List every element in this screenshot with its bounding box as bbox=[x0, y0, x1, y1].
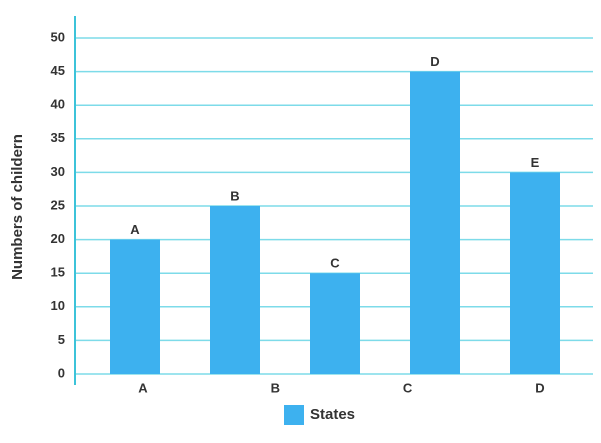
y-tick-label: 10 bbox=[51, 298, 65, 313]
y-tick-label: 20 bbox=[51, 231, 65, 246]
y-tick-label: 30 bbox=[51, 164, 65, 179]
bar-label: E bbox=[531, 155, 540, 170]
y-tick-label: 35 bbox=[51, 130, 65, 145]
bar-label: D bbox=[430, 54, 439, 69]
bar bbox=[310, 273, 360, 374]
y-tick-label: 40 bbox=[51, 97, 65, 112]
y-tick-label: 25 bbox=[51, 197, 65, 212]
y-tick-label: 5 bbox=[58, 332, 65, 347]
y-axis-title: Numbers of childern bbox=[9, 134, 26, 280]
bar bbox=[110, 239, 160, 374]
x-tick-label: B bbox=[271, 380, 280, 395]
bar bbox=[410, 71, 460, 374]
x-tick-label: D bbox=[535, 380, 544, 395]
legend-swatch bbox=[284, 405, 304, 425]
x-tick-label: C bbox=[403, 380, 413, 395]
bar-label: A bbox=[130, 222, 140, 237]
legend-label: States bbox=[310, 406, 355, 423]
y-tick-label: 0 bbox=[58, 365, 65, 380]
y-tick-label: 45 bbox=[51, 63, 65, 78]
bar bbox=[210, 206, 260, 374]
x-tick-label: A bbox=[138, 380, 148, 395]
y-tick-label: 50 bbox=[51, 29, 65, 44]
y-tick-label: 15 bbox=[51, 265, 65, 280]
bar bbox=[510, 172, 560, 374]
bar-label: B bbox=[230, 188, 239, 203]
bar-label: C bbox=[330, 256, 340, 271]
